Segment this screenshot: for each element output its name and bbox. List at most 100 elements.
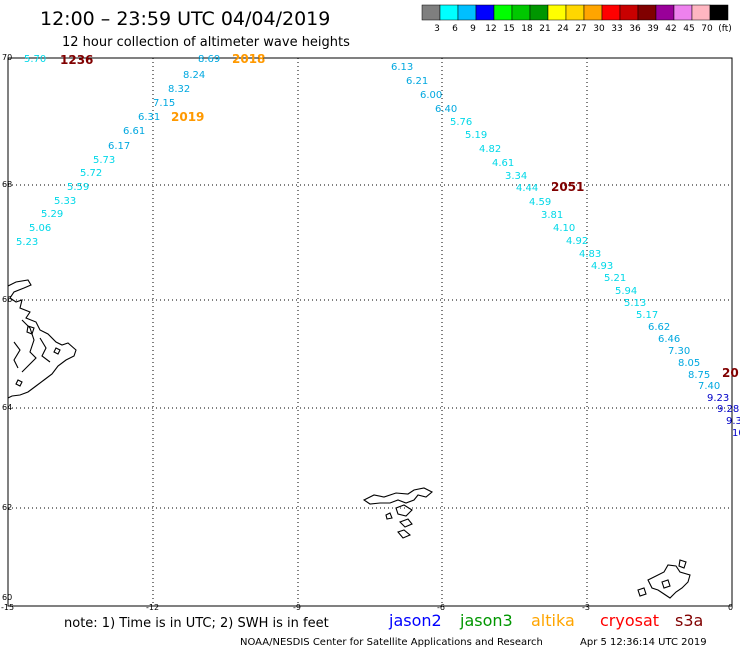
wave-height-value: 5.70 (24, 54, 46, 65)
longitude-labels: -15 -12 -9 -6 -3 0 (1, 603, 733, 612)
legend-label: 36 (629, 24, 641, 34)
shetland-island (661, 579, 671, 589)
wave-height-value: 5.73 (93, 155, 115, 166)
wave-height-value: 4.10 (553, 223, 575, 234)
satellite-jason3: jason3 (459, 611, 513, 630)
map-frame (7, 57, 733, 607)
legend-swatch (421, 4, 441, 21)
wave-height-value: 5.21 (604, 273, 626, 284)
lat-label: 64 (2, 403, 12, 412)
wave-height-value: 4.61 (492, 158, 514, 169)
legend-swatch (691, 4, 711, 21)
wave-height-value: 3.81 (541, 210, 563, 221)
legend-swatch (493, 4, 513, 21)
credit-line: NOAA/NESDIS Center for Satellite Applica… (240, 637, 543, 648)
wave-height-value: 5.33 (54, 196, 76, 207)
time-label-2051: 2051 (551, 180, 584, 194)
color-scale-legend: 3 6 9 12 15 18 21 24 27 30 33 36 39 42 45 70 (ft) (421, 4, 732, 34)
lon-label: 0 (728, 603, 733, 612)
wave-height-value: 4.93 (591, 261, 613, 272)
wave-height-value: 8.75 (688, 370, 710, 381)
wave-height-value: 6.62 (648, 322, 670, 333)
right-altimeter-track: 6.13 6.21 6.00 6.40 5.76 5.19 4.82 4.61 3.344.44… (391, 62, 740, 439)
wave-height-value: 8.24 (183, 70, 205, 81)
legend-label: 12 (485, 24, 496, 34)
wave-height-value: 8.05 (678, 358, 700, 369)
wave-height-value: 5.06 (29, 223, 51, 234)
greenland-fjord (21, 319, 37, 373)
legend-label: 9 (470, 24, 476, 34)
legend-label: 3 (434, 24, 440, 34)
wave-height-value: 6.00 (420, 90, 442, 101)
footer-note: note: 1) Time is in UTC; 2) SWH is in fe… (64, 616, 329, 631)
satellite-s3a: s3a (675, 611, 703, 630)
latitude-labels: 70 68 66 64 62 60 (2, 53, 12, 602)
legend-swatch (457, 4, 477, 21)
legend-swatch (475, 4, 495, 21)
wave-height-value: 9.23 (707, 393, 729, 404)
lon-label: -6 (437, 603, 445, 612)
faroe-island (395, 504, 413, 517)
satellite-cryosat: cryosat (600, 611, 659, 630)
time-label-2018: 2018 (232, 52, 265, 66)
lat-label: 70 (2, 53, 12, 62)
legend-label: 21 (539, 24, 550, 34)
legend-swatch (709, 4, 729, 21)
wave-height-value: 5.29 (41, 209, 63, 220)
wave-height-value: 5.76 (450, 117, 472, 128)
wave-height-value: 5.72 (80, 168, 102, 179)
satellite-jason2: jason2 (388, 611, 442, 630)
time-label-2019: 2019 (171, 110, 204, 124)
faroe-island (397, 529, 412, 539)
legend-label: 24 (557, 24, 569, 34)
legend-swatch (619, 4, 639, 21)
legend-swatch (583, 4, 603, 21)
lon-label: -9 (293, 603, 301, 612)
wave-height-value: 5.17 (636, 310, 658, 321)
wave-height-value: 7.30 (668, 346, 690, 357)
legend-label: 6 (452, 24, 458, 34)
wave-height-value: 3.34 (505, 171, 527, 182)
greenland-island (15, 379, 23, 387)
wave-height-value: 4.83 (579, 249, 601, 260)
shetland-coast (647, 564, 691, 599)
wave-height-value: 9.28 (717, 404, 739, 415)
legend-swatch (439, 4, 459, 21)
lon-label: -12 (146, 603, 159, 612)
faroe-island (399, 518, 413, 528)
legend-swatch (547, 4, 567, 21)
legend-label: 39 (647, 24, 659, 34)
legend-labels: 3 6 9 12 15 18 21 24 27 30 33 36 39 42 45 70 (ft) (434, 24, 732, 34)
legend-swatch (655, 4, 675, 21)
wave-height-value: 6.13 (391, 62, 413, 73)
time-labels: 1236 2018 2019 2051 20 (60, 52, 739, 380)
wave-height-value: 5.13 (624, 298, 646, 309)
wave-height-value: 4.59 (529, 197, 551, 208)
wave-height-value: 4.92 (566, 236, 588, 247)
legend-label: 42 (665, 24, 676, 34)
wave-height-value: 8.69 (198, 54, 220, 65)
lon-label: -15 (1, 603, 14, 612)
wave-height-value: 4.82 (479, 144, 501, 155)
legend-swatch (673, 4, 693, 21)
map-subtitle: 12 hour collection of altimeter wave hei… (62, 35, 350, 50)
lat-label: 62 (2, 503, 12, 512)
time-label-20: 20 (722, 366, 739, 380)
wave-height-value: 7.40 (698, 381, 720, 392)
legend-swatch (511, 4, 531, 21)
wave-height-value: 6.17 (108, 141, 130, 152)
wave-height-value: 4.44 (516, 183, 538, 194)
legend-swatches (421, 4, 729, 21)
wave-height-value: 5.59 (67, 182, 89, 193)
wave-height-value: 6.40 (435, 104, 457, 115)
greenland-fjord (39, 337, 51, 363)
wave-height-value: 6.61 (123, 126, 145, 137)
wave-height-value: 5.94 (615, 286, 637, 297)
left-altimeter-track: 5.70 8.69 8.24 8.32 7.15 6.31 6.61 6.17 5.73 5.72… (16, 54, 220, 248)
legend-label: 45 (683, 24, 694, 34)
greenland-island (26, 325, 35, 335)
timestamp: Apr 5 12:36:14 UTC 2019 (580, 637, 707, 648)
lat-label: 60 (2, 593, 12, 602)
legend-label: 33 (611, 24, 622, 34)
